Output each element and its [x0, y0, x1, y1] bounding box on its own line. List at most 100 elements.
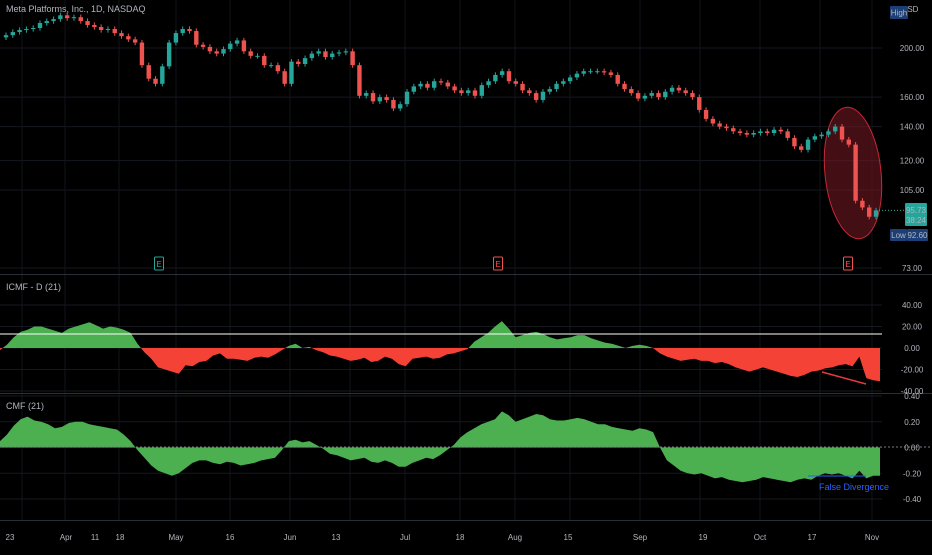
- candle: [656, 90, 661, 100]
- candle: [690, 90, 695, 100]
- candle: [567, 74, 573, 84]
- candle: [595, 68, 600, 74]
- candle: [207, 44, 213, 54]
- candle: [64, 12, 70, 21]
- candle: [214, 48, 219, 57]
- candle: [826, 128, 831, 138]
- candle: [520, 81, 525, 94]
- pane-tick-label: -20.00: [901, 366, 924, 375]
- candle: [853, 142, 858, 204]
- candle: [166, 39, 172, 70]
- last-price-label: 95.73: [906, 206, 927, 215]
- candle: [581, 68, 586, 77]
- low-tag-bg: [890, 229, 907, 241]
- candle: [3, 32, 9, 41]
- time-axis-label: Aug: [508, 533, 522, 542]
- candle: [51, 16, 56, 24]
- candle: [58, 12, 63, 22]
- candle: [44, 18, 49, 26]
- candle: [819, 131, 824, 139]
- time-axis-label: 11: [91, 533, 100, 542]
- candle: [459, 87, 464, 96]
- highlight-ellipse: [824, 107, 882, 239]
- candle: [547, 86, 552, 95]
- candle: [78, 14, 83, 24]
- candle: [173, 30, 179, 46]
- candle: [398, 101, 403, 112]
- earnings-marker[interactable]: E: [843, 256, 853, 271]
- candle: [622, 81, 627, 92]
- pane-tick-label: -0.20: [903, 469, 922, 478]
- candle: [221, 46, 226, 57]
- cmf-positive-area: [0, 411, 880, 448]
- candle: [540, 89, 546, 103]
- candle: [200, 42, 206, 50]
- time-axis-label: May: [168, 533, 183, 542]
- candle: [37, 20, 43, 31]
- pane-tick-label: -40.00: [901, 387, 924, 396]
- candle: [282, 68, 287, 87]
- time-axis-label: 19: [699, 533, 708, 542]
- candle: [642, 93, 648, 102]
- candle: [384, 94, 389, 103]
- candle: [778, 127, 784, 135]
- candle: [309, 50, 315, 61]
- time-axis-label: 18: [456, 533, 465, 542]
- candle: [343, 48, 349, 56]
- candle: [465, 87, 471, 96]
- earnings-marker[interactable]: E: [154, 256, 164, 271]
- candle: [615, 72, 620, 87]
- candle: [296, 59, 301, 67]
- time-axis-label: Sep: [633, 533, 648, 542]
- svg-text:E: E: [495, 260, 500, 269]
- pane-tick-label: 0.20: [904, 418, 920, 427]
- candle: [860, 198, 865, 211]
- false-divergence-label: False Divergence: [819, 482, 889, 492]
- earnings-marker[interactable]: E: [493, 256, 503, 271]
- candle: [588, 68, 593, 74]
- candle: [17, 27, 22, 35]
- time-axis-label: Jul: [400, 533, 410, 542]
- symbol-title: Meta Platforms, Inc., 1D, NASDAQ: [6, 4, 146, 14]
- candle: [139, 39, 145, 68]
- candlestick-series: [3, 12, 905, 220]
- pane-tick-label: -0.40: [903, 495, 922, 504]
- icmf-negative-area: [0, 348, 880, 382]
- candle: [846, 136, 852, 148]
- pane-tick-label: 20.00: [902, 323, 923, 332]
- candle: [839, 123, 845, 143]
- cmf-negative-area: [0, 447, 880, 483]
- cmf-pane-title: CMF (21): [6, 401, 44, 411]
- candle: [146, 62, 151, 82]
- candle: [799, 143, 804, 153]
- candle: [833, 123, 838, 135]
- pane-tick-label: 0.40: [904, 392, 920, 401]
- candle: [391, 97, 396, 112]
- time-axis-label: 17: [808, 533, 817, 542]
- candle: [493, 72, 498, 84]
- candle: [404, 89, 410, 107]
- candle: [737, 128, 743, 136]
- candle: [92, 22, 97, 30]
- candle: [364, 90, 369, 99]
- svg-text:E: E: [845, 260, 850, 269]
- candle: [126, 33, 131, 43]
- bearish-trend-line[interactable]: [821, 371, 867, 385]
- candle: [357, 62, 362, 99]
- candle: [873, 207, 879, 220]
- candle: [486, 78, 491, 88]
- low-value-bg: [907, 229, 928, 241]
- candle: [268, 62, 274, 68]
- pane-tick-label: 0.00: [904, 444, 920, 453]
- candle: [432, 78, 437, 91]
- candle: [98, 24, 104, 33]
- candle: [228, 41, 233, 52]
- candle: [452, 83, 457, 94]
- candle: [731, 125, 736, 135]
- candle: [472, 87, 478, 99]
- last-price-bg: [905, 203, 927, 226]
- svg-text:E: E: [156, 260, 161, 269]
- candle: [697, 94, 702, 113]
